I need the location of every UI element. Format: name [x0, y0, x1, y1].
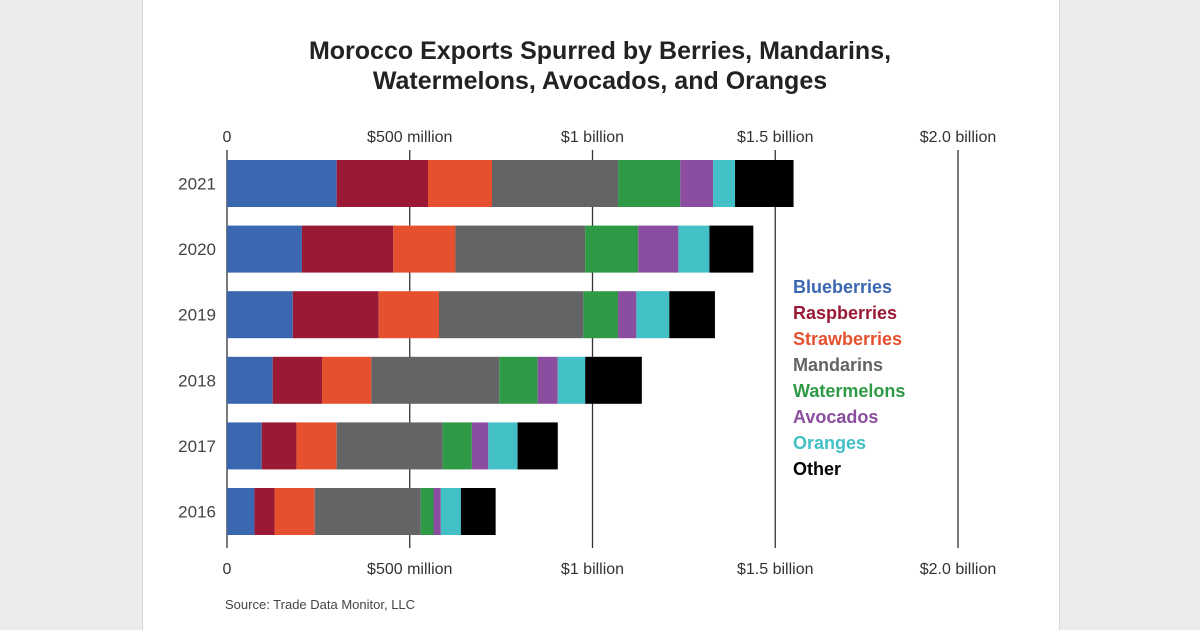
x-tick-label-top: $2.0 billion — [920, 129, 997, 146]
y-category-label: 2016 — [178, 503, 216, 522]
y-category-label: 2020 — [178, 240, 216, 259]
x-tick-label-bottom: 0 — [223, 561, 232, 578]
x-tick-label-top: $500 million — [367, 129, 452, 146]
bar-segment-raspberries-2021 — [336, 160, 429, 207]
bar-segment-oranges-2019 — [636, 291, 670, 339]
bar-segment-blueberries-2020 — [227, 225, 302, 273]
x-tick-label-top: $1 billion — [561, 129, 624, 146]
chart-title-line-1: Morocco Exports Spurred by Berries, Mand… — [308, 37, 892, 65]
y-category-label: 2021 — [178, 175, 216, 194]
bar-segment-other-2020 — [709, 225, 754, 273]
bar-segment-strawberries-2021 — [428, 160, 492, 207]
bar-segment-other-2021 — [735, 160, 794, 207]
bar-segment-avocados-2021 — [680, 160, 714, 207]
bar-segment-oranges-2017 — [488, 422, 518, 470]
bar-segment-strawberries-2017 — [296, 422, 337, 470]
bar-segment-strawberries-2019 — [378, 291, 439, 339]
bar-segment-blueberries-2016 — [227, 488, 255, 535]
bar-segment-mandarins-2019 — [438, 291, 584, 339]
bar-segment-avocados-2018 — [537, 356, 558, 404]
legend-item-strawberries: Strawberries — [793, 329, 903, 349]
chart-title: Morocco Exports Spurred by Berries, Mand… — [142, 36, 1058, 96]
bar-segment-blueberries-2019 — [227, 291, 293, 339]
bar-segment-watermelons-2020 — [585, 225, 639, 273]
x-tick-label-top: $1.5 billion — [737, 129, 814, 146]
legend-item-other: Other — [793, 459, 842, 479]
bar-segment-oranges-2020 — [678, 225, 710, 273]
bar-segment-raspberries-2020 — [301, 225, 394, 273]
bar-segment-other-2017 — [517, 422, 558, 470]
legend-item-watermelons: Watermelons — [793, 381, 906, 401]
chart-title-line-2: Watermelons, Avocados, and Oranges — [372, 67, 828, 95]
y-category-label: 2017 — [178, 437, 216, 456]
bar-segment-strawberries-2020 — [393, 225, 456, 273]
bar-segment-oranges-2016 — [440, 488, 461, 535]
bar-segment-blueberries-2021 — [227, 160, 337, 207]
legend-item-oranges: Oranges — [793, 433, 867, 453]
bar-segment-mandarins-2020 — [455, 225, 586, 273]
legend-item-avocados: Avocados — [793, 407, 879, 427]
bar-segment-other-2019 — [669, 291, 715, 339]
bar-segment-blueberries-2018 — [227, 356, 273, 404]
x-tick-label-bottom: $1.5 billion — [737, 561, 814, 578]
bar-segment-other-2018 — [585, 356, 642, 404]
bar-segment-avocados-2017 — [471, 422, 489, 470]
bar-segment-avocados-2019 — [618, 291, 637, 339]
bar-segment-watermelons-2018 — [499, 356, 538, 404]
bar-segment-watermelons-2017 — [442, 422, 472, 470]
legend-item-raspberries: Raspberries — [793, 303, 898, 323]
x-tick-label-bottom: $1 billion — [561, 561, 624, 578]
x-tick-label-top: 0 — [223, 129, 232, 146]
bar-segment-mandarins-2017 — [336, 422, 443, 470]
bar-segment-watermelons-2016 — [420, 488, 434, 535]
bar-segment-oranges-2021 — [713, 160, 736, 207]
bar-segment-blueberries-2017 — [227, 422, 262, 470]
x-tick-label-bottom: $500 million — [367, 561, 452, 578]
bar-segment-strawberries-2018 — [322, 356, 372, 404]
bar-segment-raspberries-2017 — [261, 422, 297, 470]
bar-segment-mandarins-2016 — [314, 488, 421, 535]
legend-item-mandarins: Mandarins — [793, 355, 884, 375]
x-tick-label-bottom: $2.0 billion — [920, 561, 997, 578]
bar-segment-raspberries-2018 — [272, 356, 323, 404]
source-note: Source: Trade Data Monitor, LLC — [225, 597, 416, 612]
y-category-label: 2019 — [178, 306, 216, 325]
bar-segment-other-2016 — [460, 488, 496, 535]
bar-segment-mandarins-2018 — [371, 356, 500, 404]
bar-segment-mandarins-2021 — [491, 160, 619, 207]
bar-segment-watermelons-2021 — [618, 160, 681, 207]
bar-segment-watermelons-2019 — [583, 291, 619, 339]
bar-segment-raspberries-2016 — [254, 488, 275, 535]
legend: Blueberries Raspberries Strawberries Mandar… — [793, 274, 905, 482]
bar-segment-avocados-2020 — [638, 225, 679, 273]
y-category-label: 2018 — [178, 371, 216, 390]
bar-segment-oranges-2018 — [557, 356, 586, 404]
legend-item-blueberries: Blueberries — [793, 277, 893, 297]
bar-segment-strawberries-2016 — [274, 488, 315, 535]
bar-segment-avocados-2016 — [433, 488, 441, 535]
bar-segment-raspberries-2019 — [292, 291, 379, 339]
